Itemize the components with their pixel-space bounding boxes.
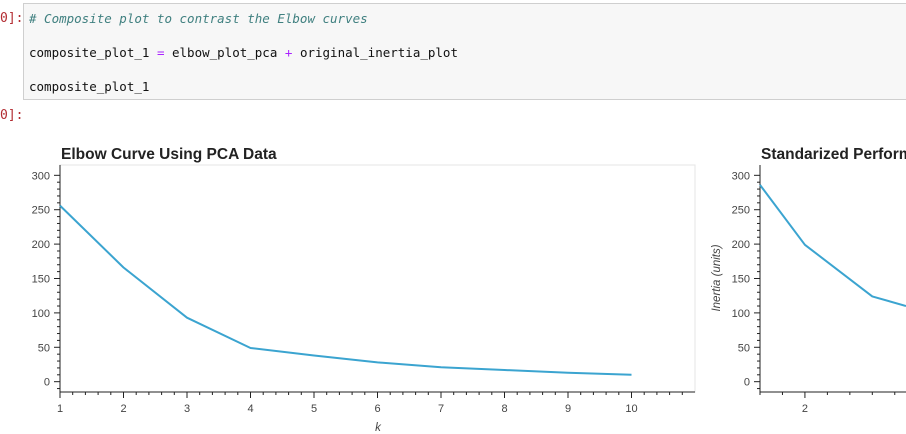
code-token-plus: + <box>284 45 293 60</box>
plot1-area[interactable]: 0 50 100 150 200 250 300 1 2 3 4 5 6 7 8 9 10 <box>32 165 695 415</box>
output-prompt: 0]: <box>0 108 24 123</box>
plot1-xtick-label: 5 <box>311 403 317 415</box>
plot2-ytick-label: 150 <box>732 274 750 286</box>
plot2-area[interactable]: 0 50 100 150 200 250 300 2 <box>732 165 906 415</box>
plot2-ytick-label: 0 <box>744 377 750 389</box>
plot1-title: Elbow Curve Using PCA Data <box>61 146 277 163</box>
plot1-xtick-label: 9 <box>565 403 571 415</box>
code-cell[interactable]: # Composite plot to contrast the Elbow c… <box>23 3 906 100</box>
plot2-title: Standarized Perform <box>761 146 906 163</box>
code-token-var: composite_plot_1 <box>29 45 157 60</box>
plot2-ytick-label: 50 <box>738 342 750 354</box>
plot1-ytick-label: 250 <box>32 205 50 217</box>
plot1-xtick-label: 4 <box>247 403 253 415</box>
code-line-assignment: composite_plot_1 = elbow_plot_pca + orig… <box>29 45 458 60</box>
code-line-output: composite_plot_1 <box>29 79 150 94</box>
plot2-ytick-label: 300 <box>732 170 750 182</box>
plot1-ytick-label: 50 <box>38 342 50 354</box>
plot1-ytick-label: 100 <box>32 308 50 320</box>
code-token-pca: elbow_plot_pca <box>164 45 285 60</box>
plot1-xtick-label: 8 <box>501 403 507 415</box>
plot1-xlabel: k <box>375 422 382 434</box>
plot1-frame <box>59 164 696 393</box>
plot2-ytick-label: 100 <box>732 308 750 320</box>
plot1-xtick-label: 10 <box>625 403 637 415</box>
plot2-ytick-label: 200 <box>732 239 750 251</box>
code-line-comment: # Composite plot to contrast the Elbow c… <box>29 11 368 26</box>
plot2-xtick-label: 2 <box>802 403 808 415</box>
plot1-xtick-label: 1 <box>57 403 63 415</box>
code-token-original: original_inertia_plot <box>292 45 458 60</box>
plot1-ytick-label: 0 <box>44 377 50 389</box>
plot1-ytick-label: 200 <box>32 239 50 251</box>
plot1-xtick-label: 6 <box>374 403 380 415</box>
plot1-xtick-label: 3 <box>184 403 190 415</box>
plot2-ylabel: Inertia (units) <box>711 244 723 311</box>
plot1-xtick-label: 7 <box>438 403 444 415</box>
plot1-ytick-label: 150 <box>32 274 50 286</box>
plot2-ytick-label: 250 <box>732 205 750 217</box>
plot2-series-line <box>759 184 906 307</box>
plot1-series-line <box>59 204 632 376</box>
code-token-assign: = <box>156 45 165 60</box>
plot1-ytick-label: 300 <box>32 170 50 182</box>
input-prompt: 0]: <box>0 11 24 26</box>
plot1-xtick-label: 2 <box>120 403 126 415</box>
